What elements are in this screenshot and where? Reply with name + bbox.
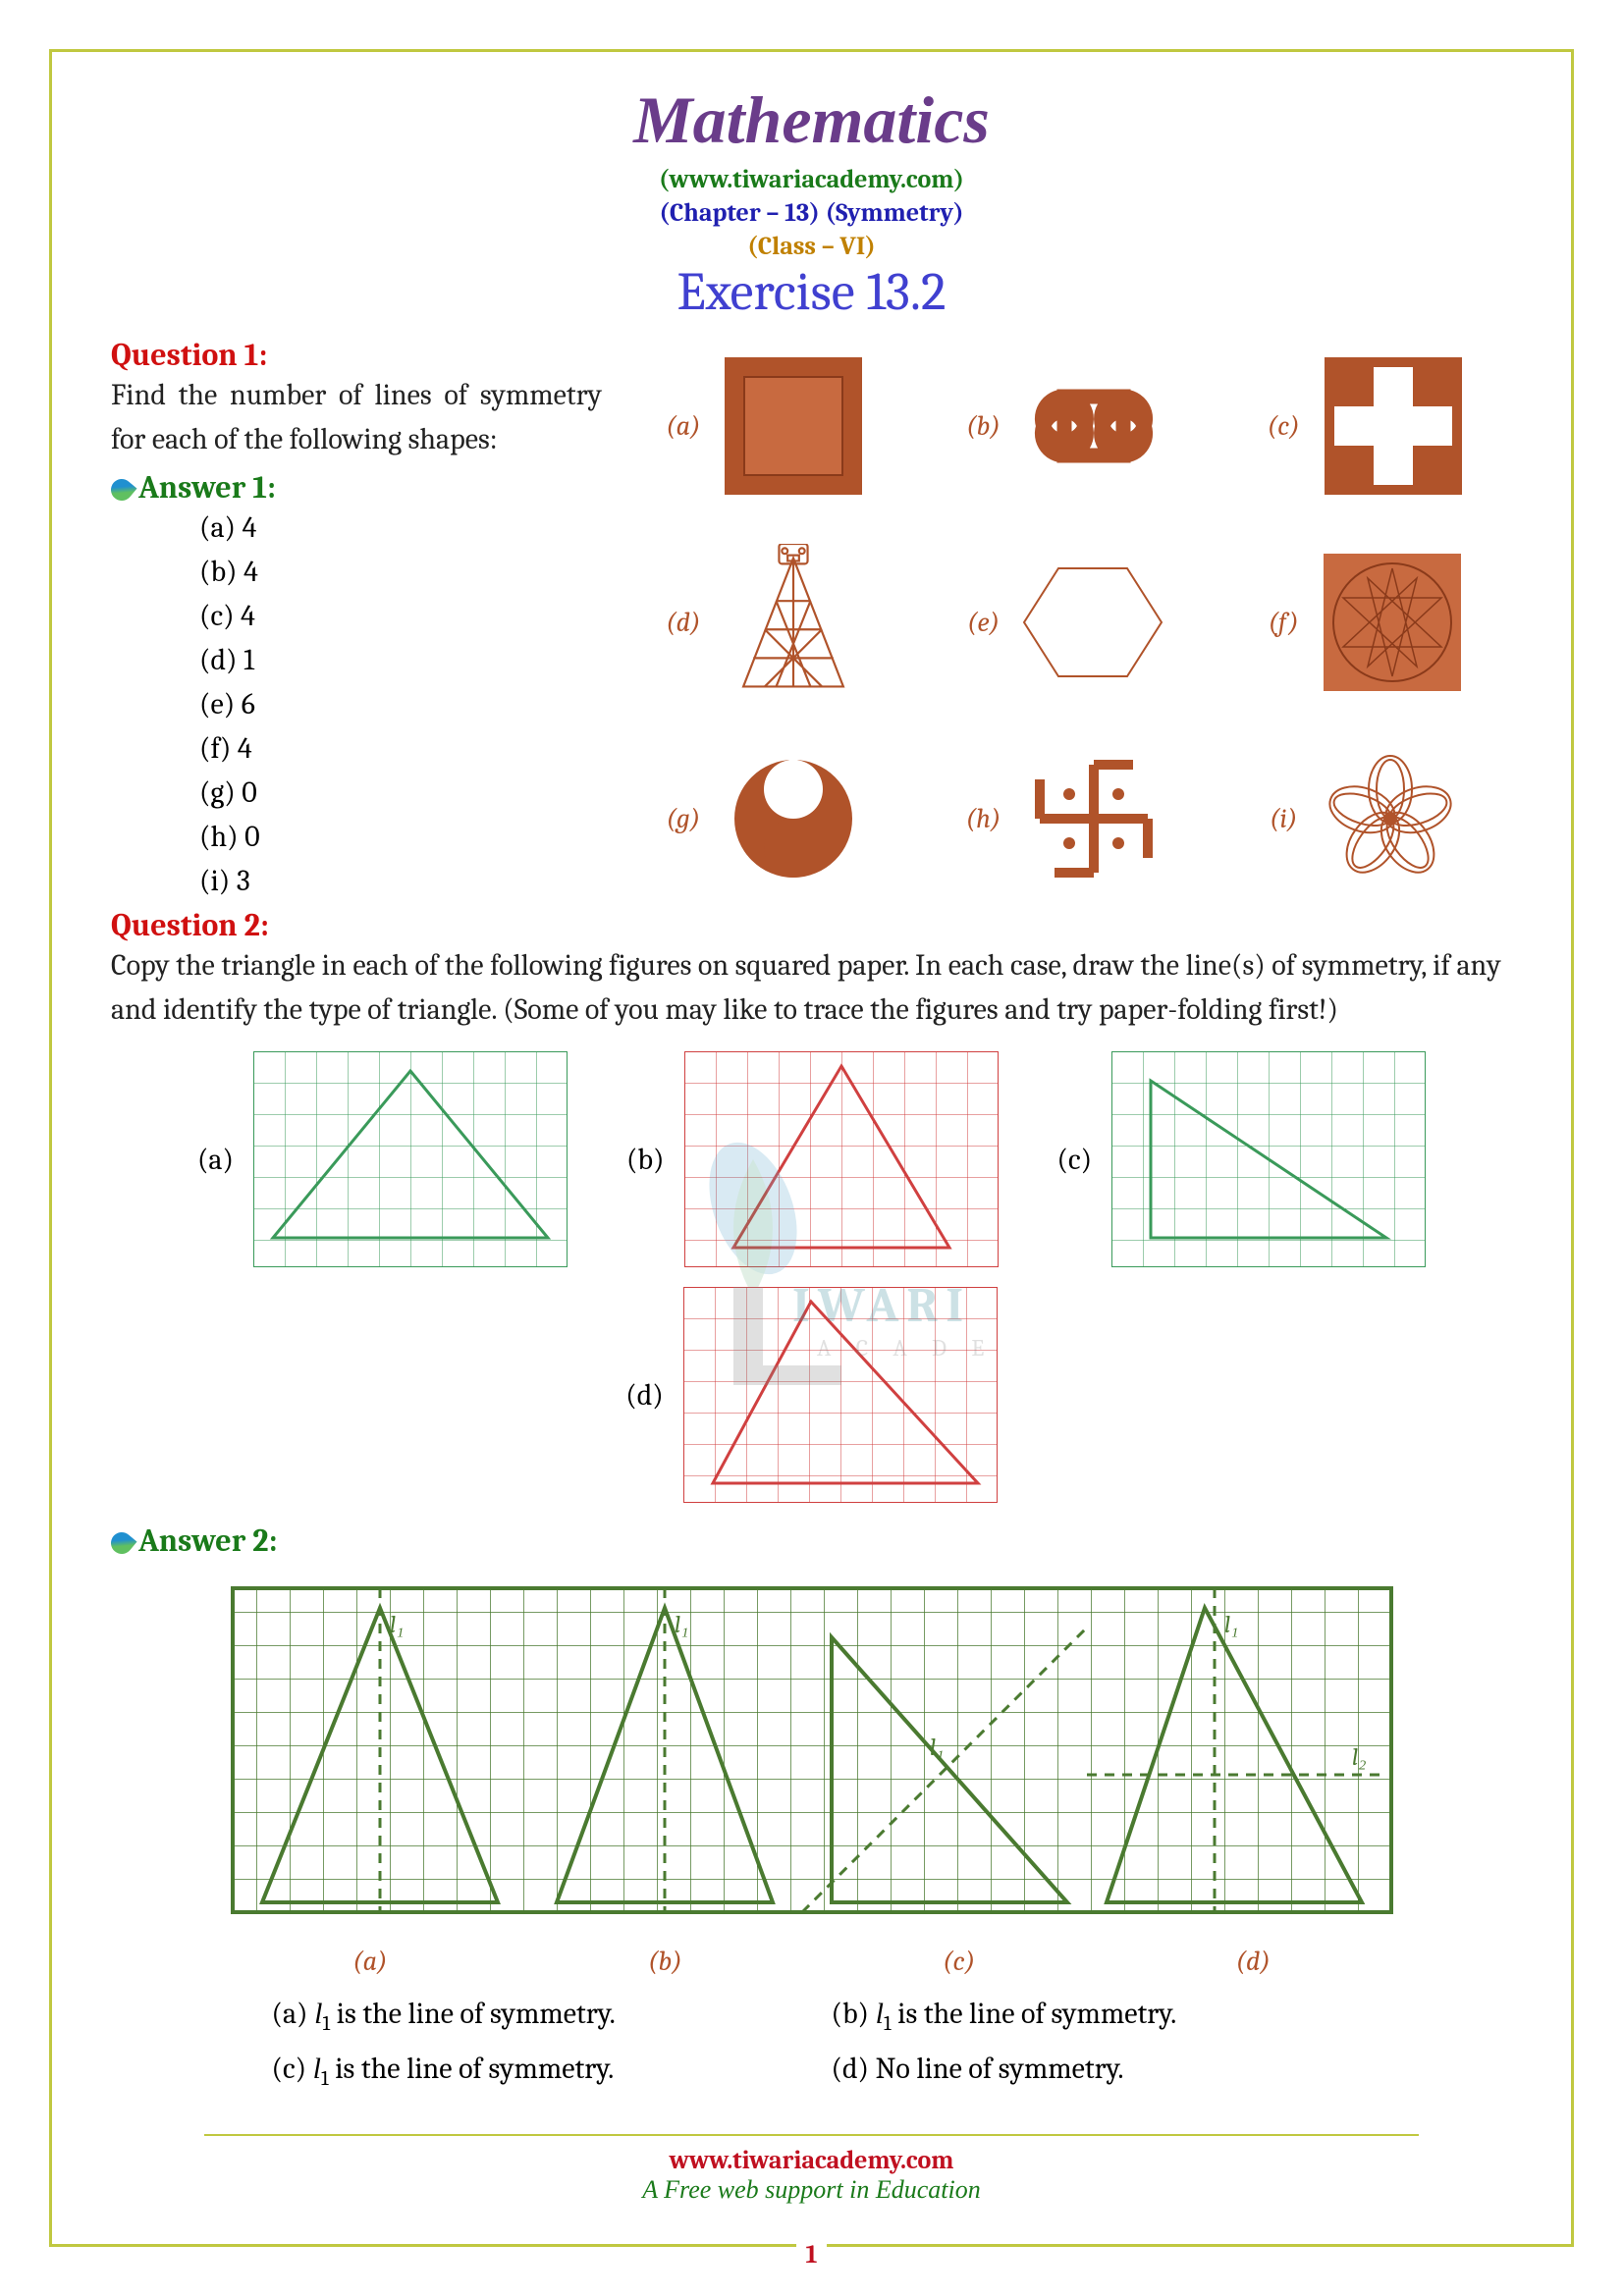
answer-2-figure: l₁ l₁ l₁ l₁ l₂ (a) (b) (c) (d)	[111, 1578, 1512, 1977]
question-1-block: Question 1: Find the number of lines of …	[111, 333, 1512, 903]
grid-triangle-c-icon	[1111, 1051, 1426, 1267]
ans2-d: (d) No line of symmetry.	[832, 2052, 1352, 2091]
q2-grids: IWARI A C A D E (a) (b) (c)	[111, 1051, 1512, 1503]
ans1-e: (e) 6	[199, 682, 602, 726]
answer-2-label: Answer 2:	[111, 1522, 1512, 1559]
svg-text:l₁: l₁	[1224, 1611, 1239, 1638]
fig-c: (c)	[1231, 343, 1512, 509]
ans2-c: (c) l1 is the line of symmetry.	[272, 2052, 792, 2091]
q2-fig-c: (c)	[1057, 1051, 1427, 1267]
svg-text:l₁: l₁	[930, 1734, 945, 1761]
shape-circle-star-icon	[1309, 539, 1476, 706]
ans2-b: (b) l1 is the line of symmetry.	[832, 1997, 1352, 2036]
q2-fig-b: (b)	[626, 1051, 999, 1267]
q1-figures: (a) (b) (c) (d)	[631, 333, 1512, 902]
q1-text: Find the number of lines of symmetry for…	[111, 373, 602, 461]
shape-swastika-icon	[1010, 735, 1177, 902]
shape-hexagon-icon	[1009, 539, 1176, 706]
page-number: 1	[796, 2240, 828, 2269]
page-border: Mathematics (www.tiwariacademy.com) (Cha…	[49, 49, 1574, 2247]
header-chapter: (Chapter – 13) (Symmetry)	[111, 198, 1512, 228]
ans1-d: (d) 1	[199, 638, 602, 682]
answer-1-list: (a) 4 (b) 4 (c) 4 (d) 1 (e) 6 (f) 4 (g) …	[199, 506, 602, 903]
q2-label: Question 2:	[111, 907, 1512, 943]
fig-b: (b)	[932, 343, 1213, 509]
q1-label: Question 1:	[111, 337, 602, 373]
header-url: (www.tiwariacademy.com)	[111, 165, 1512, 194]
ans1-i: (i) 3	[199, 859, 602, 903]
answer-1-label: Answer 1:	[111, 469, 602, 506]
leaf-icon	[107, 1528, 137, 1559]
grid-triangle-a-icon	[253, 1051, 568, 1267]
svg-text:l₂: l₂	[1352, 1743, 1367, 1771]
shape-yin-icon	[710, 735, 877, 902]
answer-2-text: (a) l1 is the line of symmetry. (b) l1 i…	[272, 1997, 1352, 2091]
ans1-b: (b) 4	[199, 550, 602, 594]
footer-url: www.tiwariacademy.com	[52, 2146, 1571, 2175]
exercise-title: Exercise 13.2	[111, 261, 1512, 323]
q2-text: Copy the triangle in each of the followi…	[111, 943, 1512, 1032]
header-class: (Class – VI)	[111, 232, 1512, 261]
shape-triangle-pattern-icon	[710, 539, 877, 706]
footer: www.tiwariacademy.com A Free web support…	[52, 2134, 1571, 2205]
q2-fig-d: (d)	[625, 1287, 998, 1503]
q2-fig-a: (a)	[197, 1051, 568, 1267]
ans1-c: (c) 4	[199, 594, 602, 638]
ans1-g: (g) 0	[199, 771, 602, 815]
footer-tagline: A Free web support in Education	[52, 2175, 1571, 2205]
fig-g: (g)	[631, 735, 912, 902]
ans1-a: (a) 4	[199, 506, 602, 550]
svg-text:l₁: l₁	[390, 1611, 405, 1638]
answer-2-sublabels: (a) (b) (c) (d)	[223, 1946, 1401, 1977]
ans1-h: (h) 0	[199, 815, 602, 859]
ans2-a: (a) l1 is the line of symmetry.	[272, 1997, 792, 2036]
shape-flower-icon	[1307, 735, 1474, 902]
grid-triangle-d-icon	[683, 1287, 998, 1503]
shape-square-icon	[710, 343, 877, 509]
answer-2-grid-icon: l₁ l₁ l₁ l₁ l₂	[223, 1578, 1401, 1932]
grid-triangle-b-icon	[684, 1051, 999, 1267]
leaf-icon	[107, 475, 137, 506]
fig-d: (d)	[631, 539, 912, 706]
fig-a: (a)	[631, 343, 912, 509]
q1-left: Question 1: Find the number of lines of …	[111, 333, 602, 903]
fig-i: (i)	[1231, 735, 1512, 902]
footer-divider	[204, 2134, 1420, 2136]
shape-cross-icon	[1310, 343, 1477, 509]
ans1-f: (f) 4	[199, 726, 602, 771]
fig-h: (h)	[932, 735, 1213, 902]
fig-f: (f)	[1231, 539, 1512, 706]
svg-text:l₁: l₁	[675, 1611, 689, 1638]
main-title: Mathematics	[111, 81, 1512, 159]
header: Mathematics (www.tiwariacademy.com) (Cha…	[111, 81, 1512, 323]
fig-e: (e)	[932, 539, 1213, 706]
shape-command-icon	[1010, 343, 1177, 509]
